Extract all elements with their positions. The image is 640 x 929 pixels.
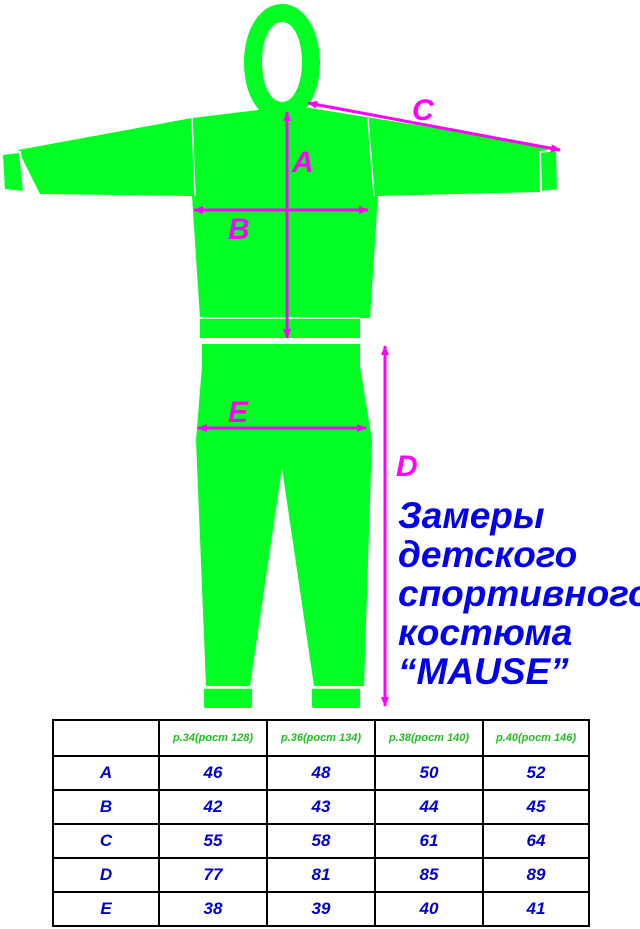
jacket-waistband — [200, 318, 360, 338]
diagram-title: Замеры детского спортивного костюма “MAU… — [398, 496, 640, 691]
table-cell: 77 — [158, 857, 268, 893]
table-cell: 52 — [482, 755, 590, 791]
trousers-waistband — [202, 344, 360, 366]
table-corner-cell — [52, 719, 160, 757]
table-row: C 55 58 61 64 — [52, 823, 590, 859]
left-cuff — [0, 150, 26, 194]
table-cell: 41 — [482, 891, 590, 927]
row-label: B — [52, 789, 160, 825]
label-c: C — [412, 94, 434, 127]
label-b: B — [228, 213, 250, 246]
row-label: A — [52, 755, 160, 791]
size-table: р.34(рост 128) р.36(рост 134) р.38(рост … — [52, 719, 590, 927]
row-label: D — [52, 857, 160, 893]
table-cell: 48 — [266, 755, 376, 791]
column-header: р.38(рост 140) — [374, 719, 484, 757]
table-cell: 58 — [266, 823, 376, 859]
table-row: E 38 39 40 41 — [52, 891, 590, 927]
table-cell: 55 — [158, 823, 268, 859]
column-header: р.40(рост 146) — [482, 719, 590, 757]
table-cell: 45 — [482, 789, 590, 825]
table-cell: 44 — [374, 789, 484, 825]
table-cell: 42 — [158, 789, 268, 825]
title-line: “MAUSE” — [398, 651, 569, 692]
row-label: C — [52, 823, 160, 859]
label-a: A — [292, 146, 314, 179]
table-row: D 77 81 85 89 — [52, 857, 590, 893]
table-cell: 85 — [374, 857, 484, 893]
left-shoulder-seam — [191, 117, 196, 197]
table-row: B 42 43 44 45 — [52, 789, 590, 825]
title-line: детского — [398, 534, 578, 575]
table-cell: 46 — [158, 755, 268, 791]
measure-c-line — [307, 100, 561, 153]
table-cell: 50 — [374, 755, 484, 791]
table-cell: 39 — [266, 891, 376, 927]
table-row: A 46 48 50 52 — [52, 755, 590, 791]
label-d: D — [396, 450, 418, 483]
jacket-body — [18, 108, 548, 318]
right-cuff — [538, 148, 560, 194]
tracksuit-diagram — [0, 4, 561, 708]
label-e: E — [228, 396, 249, 429]
table-cell: 89 — [482, 857, 590, 893]
title-line: костюма — [398, 612, 573, 653]
column-header: р.34(рост 128) — [158, 719, 268, 757]
table-cell: 64 — [482, 823, 590, 859]
title-line: Замеры — [398, 495, 545, 536]
table-cell: 43 — [266, 789, 376, 825]
left-ankle-cuff — [204, 688, 252, 708]
title-line: спортивного — [398, 573, 640, 614]
table-cell: 38 — [158, 891, 268, 927]
table-cell: 40 — [374, 891, 484, 927]
jacket-hood — [244, 4, 320, 118]
table-header-row: р.34(рост 128) р.36(рост 134) р.38(рост … — [52, 719, 590, 757]
trousers — [196, 366, 372, 686]
right-ankle-cuff — [312, 688, 360, 708]
column-header: р.36(рост 134) — [266, 719, 376, 757]
row-label: E — [52, 891, 160, 927]
table-cell: 81 — [266, 857, 376, 893]
table-cell: 61 — [374, 823, 484, 859]
